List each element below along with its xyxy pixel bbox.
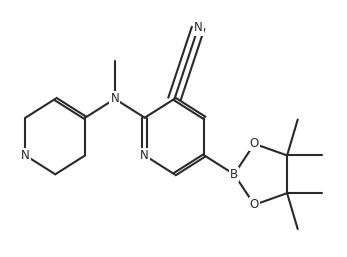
Text: N: N xyxy=(21,149,30,162)
Text: O: O xyxy=(250,198,259,211)
Text: O: O xyxy=(250,137,259,150)
Text: N: N xyxy=(194,21,202,34)
Text: B: B xyxy=(230,168,238,181)
Text: N: N xyxy=(140,149,149,162)
Text: N: N xyxy=(111,92,119,105)
